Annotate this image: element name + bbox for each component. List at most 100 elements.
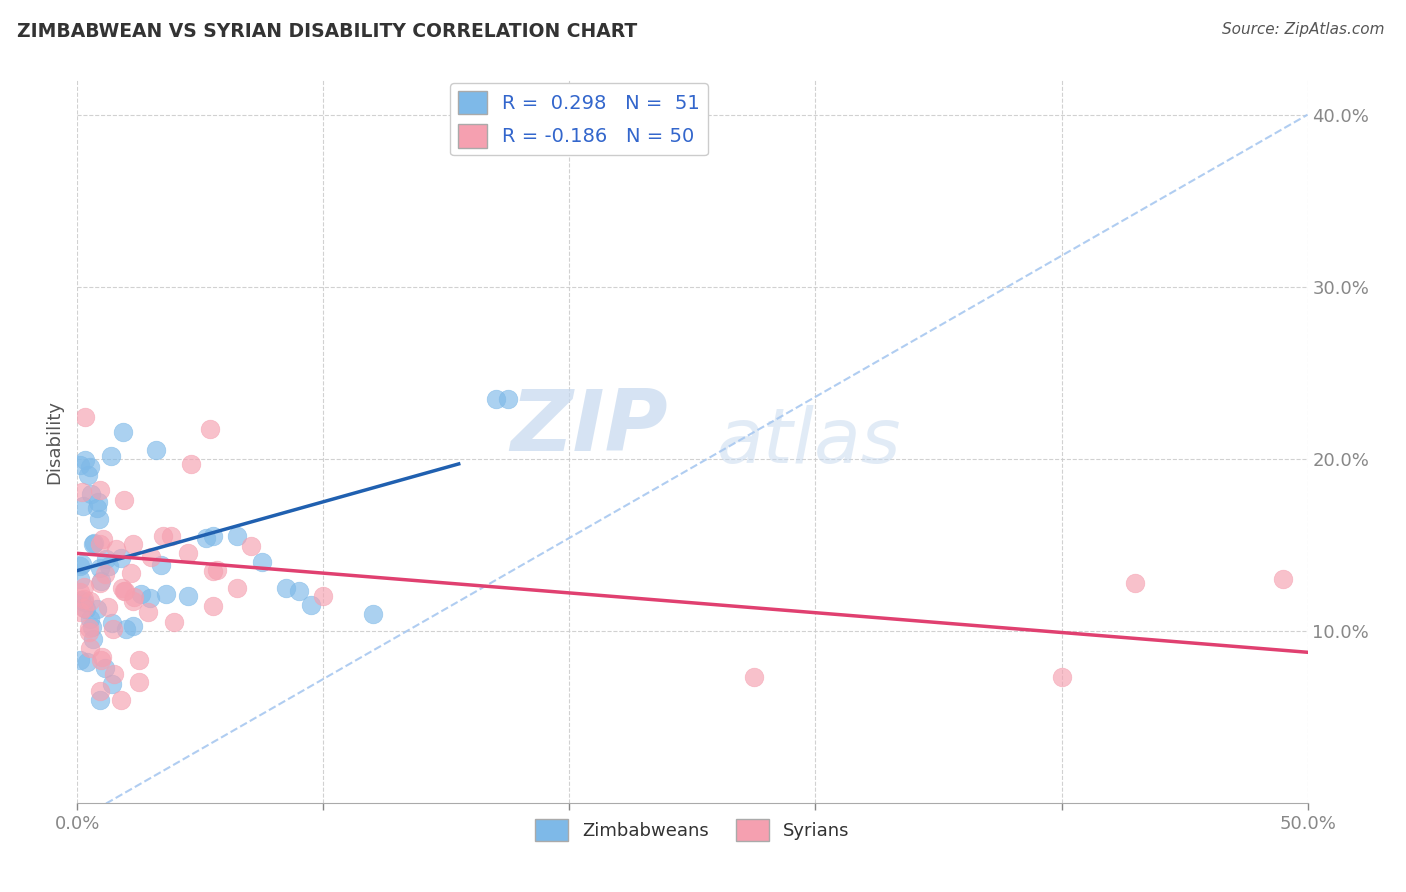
Text: ZIP: ZIP (510, 385, 668, 468)
Point (76, 655, 98, 669)
Point (115, 622, 138, 636)
Point (69, 653, 91, 667)
Point (122, 536, 145, 550)
Point (100, 449, 122, 463)
Point (90, 649, 114, 664)
Point (69, 458, 91, 472)
Point (82, 632, 104, 647)
Point (139, 549, 162, 564)
Point (152, 529, 174, 543)
Point (75, 601, 97, 615)
Point (80, 487, 103, 501)
Point (73, 595, 96, 609)
Point (97, 558, 120, 573)
Point (122, 619, 145, 633)
Point (89, 684, 111, 698)
Point (91, 532, 114, 546)
Text: ZIMBABWEAN VS SYRIAN DISABILITY CORRELATION CHART: ZIMBABWEAN VS SYRIAN DISABILITY CORRELAT… (17, 22, 637, 41)
Point (201, 564, 224, 578)
Point (110, 550, 132, 565)
Point (111, 425, 134, 439)
Point (288, 583, 311, 598)
Point (159, 529, 181, 543)
Point (77, 621, 100, 635)
Point (240, 539, 263, 553)
Point (79, 640, 101, 655)
Text: Source: ZipAtlas.com: Source: ZipAtlas.com (1222, 22, 1385, 37)
Point (82, 537, 104, 551)
Point (299, 598, 322, 612)
Point (179, 458, 201, 472)
Point (77, 624, 100, 639)
Y-axis label: Disability: Disability (45, 400, 63, 483)
Point (101, 622, 124, 636)
Point (129, 587, 152, 601)
Point (90, 574, 112, 589)
Point (105, 541, 128, 556)
Point (70, 593, 93, 607)
Point (89, 536, 111, 550)
Point (80, 620, 103, 634)
Point (94, 551, 117, 566)
Point (485, 392, 508, 406)
Point (128, 653, 150, 667)
Point (226, 581, 249, 595)
Point (250, 555, 273, 569)
Point (163, 615, 186, 629)
Point (73, 591, 96, 606)
Point (155, 587, 177, 601)
Point (73, 580, 96, 594)
Point (83, 536, 105, 550)
Point (111, 581, 134, 595)
Point (89, 575, 111, 590)
Point (86, 601, 108, 615)
Point (79, 612, 101, 626)
Point (276, 581, 298, 595)
Point (73, 409, 96, 424)
Point (114, 584, 136, 599)
Text: atlas: atlas (717, 405, 901, 478)
Point (1125, 575, 1147, 590)
Point (198, 422, 221, 436)
Point (1050, 670, 1073, 684)
Point (75, 453, 97, 467)
Point (194, 531, 217, 545)
Point (100, 676, 122, 690)
Point (177, 546, 200, 560)
Point (89, 512, 111, 526)
Point (87, 494, 110, 508)
Point (136, 605, 159, 619)
Point (201, 599, 224, 613)
Point (145, 443, 167, 458)
Point (150, 558, 173, 573)
Point (110, 692, 132, 706)
Point (72, 484, 94, 499)
Point (89, 560, 111, 574)
Point (76, 468, 98, 483)
Point (122, 590, 145, 604)
Point (89, 483, 111, 497)
Point (139, 591, 162, 605)
Point (90, 653, 112, 667)
Point (177, 589, 200, 603)
Point (205, 563, 228, 577)
Point (103, 666, 125, 681)
Point (69, 558, 91, 573)
Point (72, 499, 94, 513)
Point (89, 692, 111, 706)
Point (72, 557, 94, 571)
Point (361, 607, 384, 621)
Point (112, 492, 135, 507)
Point (79, 460, 101, 475)
Point (496, 392, 519, 406)
Point (86, 500, 108, 515)
Point (69, 572, 91, 586)
Point (201, 529, 224, 543)
Point (112, 584, 135, 599)
Point (69, 585, 91, 599)
Point (73, 601, 96, 615)
Point (128, 675, 150, 690)
Point (94, 661, 117, 675)
Point (69, 605, 91, 619)
Point (226, 529, 249, 543)
